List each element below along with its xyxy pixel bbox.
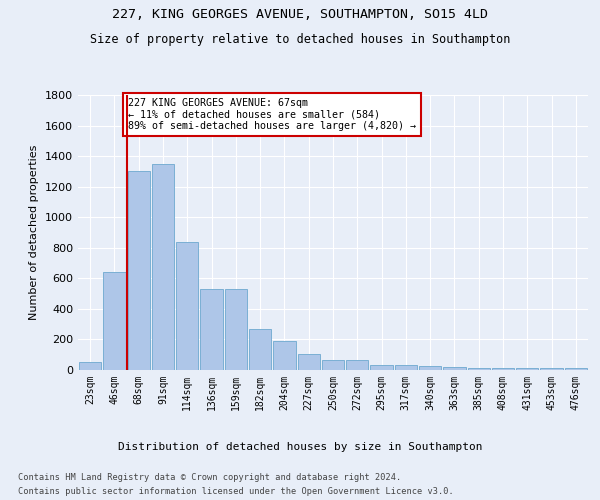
Bar <box>103 272 125 370</box>
Text: Distribution of detached houses by size in Southampton: Distribution of detached houses by size … <box>118 442 482 452</box>
Bar <box>395 366 417 370</box>
Bar <box>224 289 247 370</box>
Bar <box>176 242 199 370</box>
Bar <box>128 172 150 370</box>
Text: Size of property relative to detached houses in Southampton: Size of property relative to detached ho… <box>90 32 510 46</box>
Text: 227 KING GEORGES AVENUE: 67sqm
← 11% of detached houses are smaller (584)
89% of: 227 KING GEORGES AVENUE: 67sqm ← 11% of … <box>128 98 416 132</box>
Bar <box>492 368 514 370</box>
Bar <box>516 368 538 370</box>
Bar <box>541 368 563 370</box>
Bar <box>152 164 174 370</box>
Bar <box>273 341 296 370</box>
Text: Contains public sector information licensed under the Open Government Licence v3: Contains public sector information licen… <box>18 488 454 496</box>
Bar <box>370 366 393 370</box>
Bar <box>200 289 223 370</box>
Bar <box>443 367 466 370</box>
Bar <box>249 329 271 370</box>
Bar <box>346 360 368 370</box>
Bar <box>565 368 587 370</box>
Text: 227, KING GEORGES AVENUE, SOUTHAMPTON, SO15 4LD: 227, KING GEORGES AVENUE, SOUTHAMPTON, S… <box>112 8 488 20</box>
Bar <box>322 360 344 370</box>
Bar <box>298 354 320 370</box>
Bar <box>467 368 490 370</box>
Text: Contains HM Land Registry data © Crown copyright and database right 2024.: Contains HM Land Registry data © Crown c… <box>18 472 401 482</box>
Bar <box>79 362 101 370</box>
Bar <box>419 366 442 370</box>
Y-axis label: Number of detached properties: Number of detached properties <box>29 145 40 320</box>
